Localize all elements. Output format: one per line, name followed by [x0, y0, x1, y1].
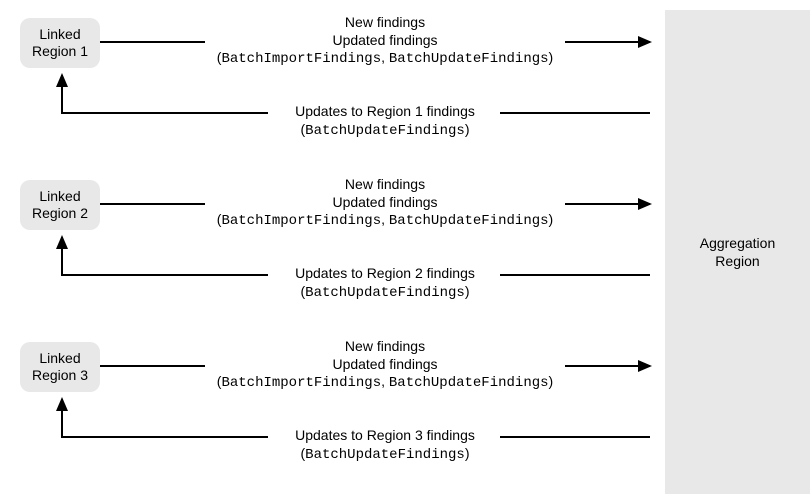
linked-region-3-line2: Region 3	[32, 367, 88, 383]
region-2-forward-api-a: BatchImportFindings	[221, 213, 381, 229]
region-2-forward-line1: New findings	[345, 176, 425, 192]
linked-region-2-node: Linked Region 2	[20, 180, 100, 230]
region-1-back-api: BatchUpdateFindings	[305, 123, 465, 139]
region-2-back-label: Updates to Region 2 findings (BatchUpdat…	[205, 265, 565, 302]
region-2-forward-paren-close: )	[549, 211, 554, 227]
region-2-forward-label: New findings Updated findings (BatchImpo…	[205, 176, 565, 231]
linked-region-2-line2: Region 2	[32, 205, 88, 221]
aggregation-region-node: Aggregation Region	[665, 10, 810, 494]
region-1-forward-paren-close: )	[549, 49, 554, 65]
linked-region-1-node: Linked Region 1	[20, 18, 100, 68]
linked-region-1-line2: Region 1	[32, 43, 88, 59]
linked-region-3-line1: Linked	[39, 350, 80, 366]
region-3-back-label: Updates to Region 3 findings (BatchUpdat…	[205, 427, 565, 464]
region-3-back-paren-close: )	[465, 445, 470, 461]
region-3-forward-paren-close: )	[549, 373, 554, 389]
aggregation-label-line2: Region	[715, 253, 759, 269]
region-1-forward-api-a: BatchImportFindings	[221, 51, 381, 67]
region-1-forward-sep: ,	[381, 49, 389, 65]
region-3-back-api: BatchUpdateFindings	[305, 447, 465, 463]
region-1-back-paren-close: )	[465, 121, 470, 137]
region-3-forward-line2: Updated findings	[332, 356, 437, 372]
region-2-forward-api-b: BatchUpdateFindings	[389, 213, 549, 229]
region-2-back-paren-close: )	[465, 283, 470, 299]
region-1-back-line1: Updates to Region 1 findings	[295, 103, 475, 119]
region-3-forward-api-b: BatchUpdateFindings	[389, 375, 549, 391]
region-3-forward-sep: ,	[381, 373, 389, 389]
region-3-forward-label: New findings Updated findings (BatchImpo…	[205, 338, 565, 393]
region-1-forward-label: New findings Updated findings (BatchImpo…	[205, 14, 565, 69]
region-2-back-api: BatchUpdateFindings	[305, 285, 465, 301]
region-1-forward-line2: Updated findings	[332, 32, 437, 48]
linked-region-1-line1: Linked	[39, 26, 80, 42]
linked-region-2-line1: Linked	[39, 188, 80, 204]
aggregation-label-line1: Aggregation	[700, 235, 776, 251]
region-1-back-label: Updates to Region 1 findings (BatchUpdat…	[205, 103, 565, 140]
region-2-forward-sep: ,	[381, 211, 389, 227]
region-3-forward-line1: New findings	[345, 338, 425, 354]
region-2-forward-line2: Updated findings	[332, 194, 437, 210]
region-1-forward-line1: New findings	[345, 14, 425, 30]
region-1-forward-api-b: BatchUpdateFindings	[389, 51, 549, 67]
linked-region-3-node: Linked Region 3	[20, 342, 100, 392]
region-3-forward-api-a: BatchImportFindings	[221, 375, 381, 391]
region-2-back-line1: Updates to Region 2 findings	[295, 265, 475, 281]
region-3-back-line1: Updates to Region 3 findings	[295, 427, 475, 443]
